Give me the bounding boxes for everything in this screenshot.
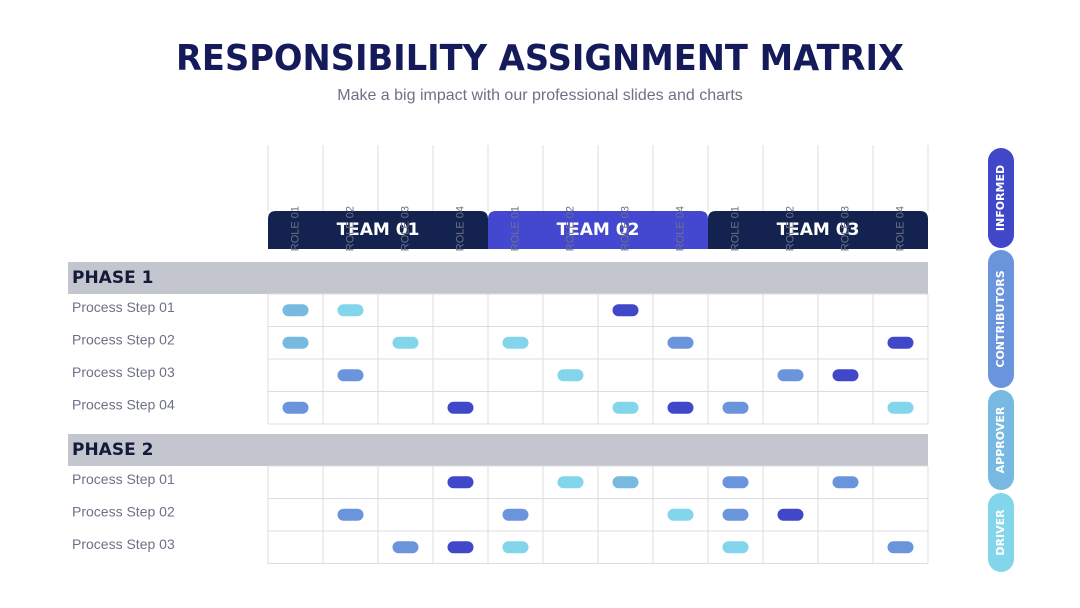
assignment-pill xyxy=(887,541,914,554)
team-label: TEAM 03 xyxy=(777,220,860,240)
role-label: ROLE 04 xyxy=(674,206,686,251)
assignment-pill xyxy=(337,304,364,317)
step-label: Process Step 02 xyxy=(72,331,175,347)
team-label: TEAM 01 xyxy=(337,220,420,240)
assignment-pill xyxy=(832,369,859,382)
assignment-pill xyxy=(282,304,309,317)
legend-label: CONTRIBUTORS xyxy=(994,270,1007,367)
assignment-pill xyxy=(502,336,529,349)
role-label: ROLE 02 xyxy=(784,206,796,251)
assignment-pill xyxy=(667,508,694,521)
step-label: Process Step 03 xyxy=(72,364,175,380)
role-label: ROLE 03 xyxy=(839,206,851,251)
assignment-pill xyxy=(667,336,694,349)
assignment-pill xyxy=(282,401,309,414)
phase-title: PHASE 1 xyxy=(72,268,153,288)
legend-pill xyxy=(988,390,1014,490)
role-label: ROLE 04 xyxy=(454,206,466,251)
assignment-pill xyxy=(777,508,804,521)
role-label: ROLE 01 xyxy=(729,206,741,251)
assignment-pill xyxy=(832,476,859,489)
step-label: Process Step 03 xyxy=(72,536,175,552)
assignment-pill xyxy=(612,476,639,489)
step-label: Process Step 02 xyxy=(72,503,175,519)
team-label: TEAM 02 xyxy=(557,220,640,240)
role-label: ROLE 01 xyxy=(509,206,521,251)
team-bar xyxy=(488,211,708,249)
phase-bar xyxy=(68,262,928,294)
legend-pill xyxy=(988,148,1014,248)
team-bar xyxy=(708,211,928,249)
assignment-pill xyxy=(722,476,749,489)
assignment-pill xyxy=(557,476,584,489)
assignment-pill xyxy=(722,541,749,554)
role-label: ROLE 03 xyxy=(619,206,631,251)
step-label: Process Step 01 xyxy=(72,299,175,315)
role-label: ROLE 01 xyxy=(289,206,301,251)
assignment-pill xyxy=(557,369,584,382)
assignment-pill xyxy=(337,369,364,382)
title: RESPONSIBILITY ASSIGNMENT MATRIX xyxy=(176,38,904,79)
assignment-pill xyxy=(887,336,914,349)
assignment-pill xyxy=(392,336,419,349)
role-label: ROLE 02 xyxy=(344,206,356,251)
phase-bar xyxy=(68,434,928,466)
assignment-pill xyxy=(777,369,804,382)
assignment-pill xyxy=(282,336,309,349)
assignment-pill xyxy=(337,508,364,521)
assignment-pill xyxy=(502,508,529,521)
assignment-pill xyxy=(392,541,419,554)
phase-title: PHASE 2 xyxy=(72,440,153,460)
legend-label: DRIVER xyxy=(994,509,1007,556)
assignment-pill xyxy=(612,401,639,414)
legend-pill xyxy=(988,493,1014,572)
assignment-pill xyxy=(667,401,694,414)
assignment-pill xyxy=(447,401,474,414)
step-label: Process Step 01 xyxy=(72,471,175,487)
assignment-pill xyxy=(447,476,474,489)
legend-pill xyxy=(988,250,1014,388)
assignment-pill xyxy=(722,401,749,414)
step-label: Process Step 04 xyxy=(72,396,175,412)
role-label: ROLE 02 xyxy=(564,206,576,251)
assignment-pill xyxy=(502,541,529,554)
legend-label: APPROVER xyxy=(994,406,1007,473)
subtitle: Make a big impact with our professional … xyxy=(337,87,743,104)
assignment-pill xyxy=(722,508,749,521)
assignment-pill xyxy=(887,401,914,414)
team-bar xyxy=(268,211,488,249)
assignment-pill xyxy=(612,304,639,317)
role-label: ROLE 03 xyxy=(399,206,411,251)
assignment-pill xyxy=(447,541,474,554)
legend-label: INFORMED xyxy=(994,165,1007,231)
role-label: ROLE 04 xyxy=(894,206,906,251)
